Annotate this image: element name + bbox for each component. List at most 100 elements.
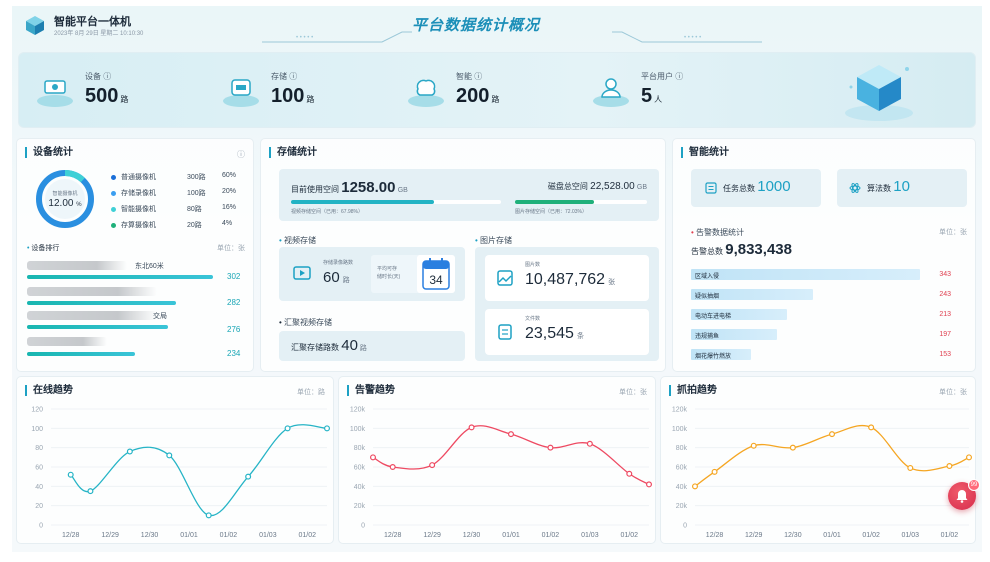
redacted-label [27,261,127,270]
video-channels-label: 存储录像路数 [323,260,354,266]
y-tick-label: 0 [683,523,687,530]
alarm-label: 疑似抽烟 [695,294,720,300]
info-icon[interactable]: ⓘ [237,150,245,159]
header: 智能平台一体机 2023年 8月 29日 星期二 10:10:30 • • • … [12,6,982,48]
capture-trend-chart: 0 20k 40k 60k 80k 100k 120k 12/28 12/29 12/30 01/0… [672,407,973,539]
notification-button[interactable]: 99 [948,479,980,510]
data-point [711,468,718,475]
data-point [166,452,173,459]
section-video-storage: • 视频存储 [279,236,317,245]
panel-title: 存储统计 [269,147,317,158]
storage-icon [223,79,259,107]
alarm-row: 电动车进电梯 213 [691,309,951,320]
y-tick-label: 100k [672,426,688,433]
legend-item: 存算摄像机 [111,220,156,230]
avg-days-value: 34 [429,273,443,287]
y-tick-label: 120k [672,407,688,414]
legend-pct: 20% [222,188,237,195]
data-point [87,488,94,495]
cube-illustration [845,65,913,121]
alarm-label: 区域入侵 [695,274,720,280]
y-tick-label: 80 [35,445,43,452]
y-tick-label: 20 [35,503,43,510]
x-tick-label: 01/02 [621,532,639,539]
alarm-value: 343 [939,271,951,278]
chart-unit: 单位：张 [939,389,967,396]
summary-bar: 设备 ⓘ 500 路 存储 ⓘ 100 路 智能 ⓘ 200 路 [18,52,976,128]
smart-stats-panel: 智能统计 任务总数 1000 算法数 10 • 告警数据统计 单位：张 告警总数… [672,138,976,372]
task-total: 任务总数 1000 [723,178,791,195]
x-tick-label: 01/02 [542,532,560,539]
alarm-title: • 告警数据统计 [691,228,745,237]
section-aggregate-storage: • 汇聚视频存储 [279,318,333,327]
y-tick-label: 40k [354,484,366,491]
alarm-row: 区域入侵 343 [691,269,951,280]
data-point [205,512,212,519]
y-tick-label: 80k [354,445,366,452]
panel-title: 智能统计 [681,147,729,158]
data-point [586,440,593,447]
x-tick-label: 12/29 [423,532,441,539]
y-tick-label: 40 [35,484,43,491]
alarm-bar [691,269,920,280]
device-donut-chart [36,170,94,228]
alarm-row: 疑似抽烟 243 [691,289,951,300]
algorithm-count-card: 算法数 10 [837,169,967,207]
ranking-value: 276 [227,325,241,334]
redacted-label [27,337,107,346]
title-deco-right: • • • • • [612,31,762,43]
data-point [829,431,836,438]
stat-value: 5 [641,85,653,107]
legend-pct: 60% [222,172,237,179]
file-count-card: 文件数 23,545 条 [485,309,649,355]
x-tick-label: 01/02 [299,532,317,539]
stat-unit: 人 [654,95,663,104]
series-line [70,424,328,516]
stat-value: 500 [85,85,119,107]
x-tick-label: 12/28 [384,532,402,539]
video-usage-bar [291,200,434,204]
alarm-value: 153 [939,351,951,358]
ranking-value: 282 [227,298,241,307]
svg-text:• • • • •: • • • • • [296,35,313,41]
calendar-card: 34 [417,255,455,293]
avg-days-label: 平均可存 储时长(天) [377,266,401,280]
alarm-value: 243 [939,291,951,298]
video-usage-note: 视频存储空间（已用：67.98%） [291,209,363,215]
section-image-storage: • 图片存储 [475,236,513,245]
camera-icon [37,80,73,107]
video-icon [293,266,311,280]
ranking-bar [27,352,135,356]
panel-title: 在线趋势 [25,385,73,396]
alarm-bar [691,289,814,300]
device-stats-panel: 设备统计 ⓘ 智能摄像机 12.00 % 普通摄像机 300路 60% 存储录像… [16,138,254,372]
x-tick-label: 12/30 [784,532,802,539]
title-deco-left: • • • • • [262,31,412,43]
logo-icon [26,16,44,35]
legend-pct: 4% [222,220,233,227]
y-tick-label: 60 [35,465,43,472]
alarm-value: 197 [939,331,951,338]
svg-text:• • • • •: • • • • • [684,35,701,41]
y-tick-label: 120 [31,407,43,414]
alarm-bar [691,349,751,360]
y-tick-label: 40k [676,484,688,491]
legend-item: 存储录像机 [111,188,156,198]
x-tick-label: 12/28 [706,532,724,539]
chart-unit: 单位：张 [619,389,647,396]
app-title: 智能平台一体机 [54,16,131,28]
alarm-trend-panel: 0 20k 40k 60k 80k 100k 120k 12/28 12/29 12/30 01/0… [338,376,656,544]
donut-segment-smart [36,170,94,228]
data-point [370,454,377,461]
alarm-row: 违规捕鱼 197 [691,329,951,340]
disk-usage-box: 目前使用空间 1258.00 GB 磁盘总空间 22,528.00 GB 视频存… [279,169,659,221]
redacted-label [27,311,157,320]
alarm-bar [691,309,788,320]
chart-unit: 单位：路 [297,389,325,396]
data-point [508,431,515,438]
image-storage-box: 图片数 10,487,762 张 文件数 23,545 条 [475,247,659,361]
ranking-unit: 单位：张 [217,245,245,252]
data-point [646,481,653,488]
ranking-bar [27,275,213,279]
legend-item: 智能摄像机 [111,204,156,214]
